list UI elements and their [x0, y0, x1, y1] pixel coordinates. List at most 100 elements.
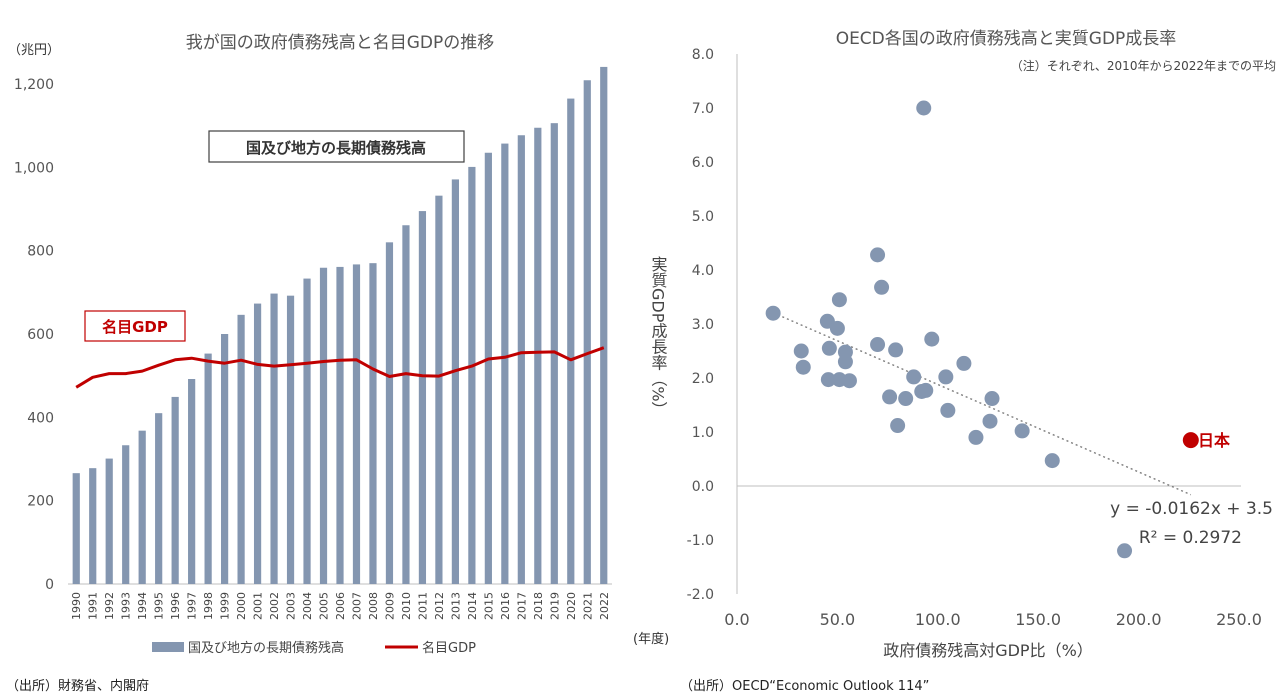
scatter-point — [870, 247, 886, 263]
trendline — [772, 312, 1192, 496]
debt-bar — [567, 98, 575, 584]
left-x-tick-label: 1996 — [169, 592, 182, 620]
left-x-tick-label: 2022 — [598, 592, 611, 620]
right-source: （出所）OECD“Economic Outlook 114” — [680, 679, 930, 694]
right-y-tick-label: -2.0 — [687, 587, 714, 603]
debt-bar — [319, 267, 328, 584]
left-x-tick-label: 2017 — [515, 592, 528, 620]
left-x-tick-label: 2019 — [548, 592, 561, 620]
scatter-point — [882, 389, 898, 405]
legend-gdp-label: 名目GDP — [422, 640, 476, 656]
debt-bar — [122, 445, 130, 584]
japan-point — [1182, 432, 1199, 449]
right-y-tick-label: 4.0 — [692, 263, 714, 279]
left-x-tick-label: 2002 — [268, 592, 281, 620]
left-x-tick-label: 2007 — [351, 592, 364, 620]
debt-bar — [402, 225, 410, 584]
scatter-point — [984, 391, 1000, 407]
left-x-tick-label: 2011 — [416, 592, 429, 620]
scatter-point — [890, 418, 906, 434]
scatter-point — [829, 320, 845, 336]
debt-bar — [270, 293, 278, 584]
debt-bars — [72, 66, 608, 585]
left-x-tick-label: 2012 — [433, 592, 446, 620]
scatter-point — [888, 342, 904, 358]
right-y-tick-label: 7.0 — [692, 101, 714, 117]
scatter-point — [1117, 543, 1133, 559]
left-x-tick-label: 2010 — [400, 592, 413, 620]
debt-bar — [600, 66, 608, 584]
right-y-tick-label: 0.0 — [692, 479, 714, 495]
left-x-tick-label: 2008 — [367, 592, 380, 620]
oecd-scatter-chart: OECD各国の政府債務残高と実質GDP成長率 （注）それぞれ、2010年から20… — [649, 29, 1277, 660]
left-x-tick-label: 1992 — [103, 592, 116, 620]
debt-bar — [155, 413, 163, 584]
left-y-tick-label: 1,200 — [14, 77, 54, 93]
debt-bar — [385, 242, 394, 584]
scatter-point — [1044, 453, 1060, 469]
debt-bar — [253, 303, 262, 584]
left-chart-title: 我が国の政府債務残高と名目GDPの推移 — [186, 33, 495, 53]
scatter-point — [820, 372, 836, 388]
debt-bar — [435, 195, 443, 584]
debt-annotation: 国及び地方の長期債務残高 — [246, 139, 426, 157]
left-x-tick-label: 2000 — [235, 592, 248, 620]
left-y-tick-label: 0 — [45, 577, 54, 593]
left-x-tick-label: 2003 — [285, 592, 298, 620]
left-x-tick-label: 1991 — [87, 592, 100, 620]
right-x-tick-label: 100.0 — [915, 610, 961, 629]
debt-bar — [517, 135, 525, 585]
scatter-point — [831, 292, 847, 308]
scatter-point — [918, 382, 934, 398]
trend-equation: y = -0.0162x + 3.5 — [1110, 499, 1273, 519]
left-x-tick-label: 2018 — [532, 592, 545, 620]
right-y-tick-label: 6.0 — [692, 155, 714, 171]
debt-bar — [303, 278, 311, 584]
debt-bar — [550, 123, 558, 585]
debt-annotation-box — [208, 130, 465, 163]
scatter-point — [841, 373, 857, 389]
right-x-tick-label: 150.0 — [1015, 610, 1061, 629]
left-x-tick-label: 2014 — [466, 592, 479, 620]
left-x-ticks: 1990 1991 1992 1993 1994 1995 1996 1997 1998 1999… — [70, 592, 611, 620]
right-y-tick-label: 3.0 — [692, 317, 714, 333]
left-x-tick-label: 2021 — [581, 592, 594, 620]
left-x-tick-label: 1999 — [219, 592, 232, 620]
scatter-point — [821, 340, 837, 356]
debt-bar — [583, 80, 591, 584]
left-x-tick-label: 2015 — [482, 592, 495, 620]
left-x-tick-label: 1993 — [120, 592, 133, 620]
scatter-point — [1014, 423, 1030, 439]
debt-bar — [171, 396, 179, 584]
left-x-tick-label: 2013 — [449, 592, 462, 620]
scatter-point — [982, 413, 998, 429]
debt-bar — [534, 127, 542, 585]
right-y-tick-label: -1.0 — [687, 533, 714, 549]
debt-bar — [221, 333, 229, 584]
scatter-point — [968, 429, 984, 445]
debt-gdp-chart: 我が国の政府債務残高と名目GDPの推移 （兆円） 0 200 400 600 800 1,… — [8, 33, 669, 656]
left-x-unit: (年度) — [633, 631, 669, 647]
debt-bar — [501, 143, 509, 584]
scatter-point — [916, 100, 932, 116]
debt-bar — [72, 473, 80, 584]
trendline-layer — [772, 312, 1192, 496]
left-x-tick-label: 2004 — [301, 592, 314, 620]
scatter-point — [870, 337, 886, 353]
left-y-tick-label: 1,000 — [14, 160, 54, 176]
scatter-point — [906, 369, 922, 385]
right-chart-note: （注）それぞれ、2010年から2022年までの平均 — [1011, 58, 1276, 73]
scatter-points — [765, 100, 1199, 559]
scatter-point — [938, 369, 954, 385]
right-y-tick-label: 1.0 — [692, 425, 714, 441]
left-x-tick-label: 2005 — [318, 592, 331, 620]
left-x-tick-label: 2009 — [384, 592, 397, 620]
debt-bar — [204, 353, 212, 584]
gdp-annotation-box — [84, 310, 186, 342]
debt-bar — [188, 378, 196, 584]
left-y-tick-label: 200 — [27, 494, 54, 510]
gdp-line — [75, 346, 605, 389]
right-y-tick-label: 8.0 — [692, 47, 714, 63]
right-x-tick-label: 250.0 — [1216, 610, 1262, 629]
